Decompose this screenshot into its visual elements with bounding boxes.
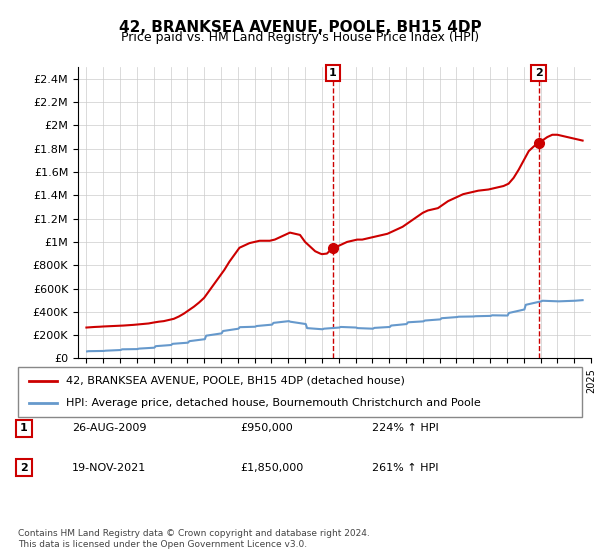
Text: 42, BRANKSEA AVENUE, POOLE, BH15 4DP: 42, BRANKSEA AVENUE, POOLE, BH15 4DP (119, 20, 481, 35)
Text: 261% ↑ HPI: 261% ↑ HPI (372, 463, 439, 473)
Text: 26-AUG-2009: 26-AUG-2009 (72, 423, 146, 433)
Text: Contains HM Land Registry data © Crown copyright and database right 2024.
This d: Contains HM Land Registry data © Crown c… (18, 529, 370, 549)
Text: 2: 2 (535, 68, 542, 78)
Text: HPI: Average price, detached house, Bournemouth Christchurch and Poole: HPI: Average price, detached house, Bour… (66, 398, 481, 408)
FancyBboxPatch shape (18, 367, 582, 417)
Text: 1: 1 (329, 68, 337, 78)
Text: £1,850,000: £1,850,000 (240, 463, 303, 473)
Text: 1: 1 (20, 423, 28, 433)
Text: 224% ↑ HPI: 224% ↑ HPI (372, 423, 439, 433)
Text: 42, BRANKSEA AVENUE, POOLE, BH15 4DP (detached house): 42, BRANKSEA AVENUE, POOLE, BH15 4DP (de… (66, 376, 405, 386)
Text: 2: 2 (20, 463, 28, 473)
Text: £950,000: £950,000 (240, 423, 293, 433)
Text: 19-NOV-2021: 19-NOV-2021 (72, 463, 146, 473)
Text: Price paid vs. HM Land Registry's House Price Index (HPI): Price paid vs. HM Land Registry's House … (121, 31, 479, 44)
